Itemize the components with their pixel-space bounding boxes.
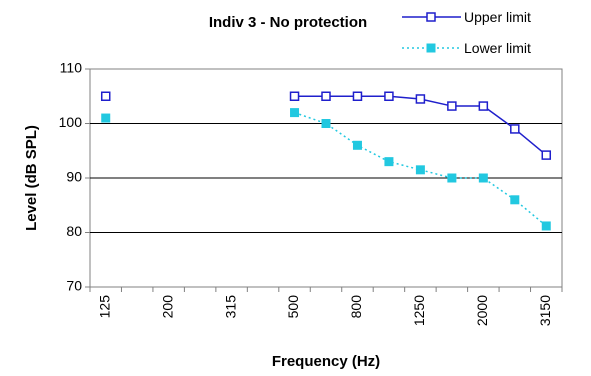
data-point [352,91,363,101]
y-axis-title: Level (dB SPL) [23,125,40,231]
y-tick-label: 100 [59,114,83,130]
data-point [321,119,331,128]
legend-marker-upper [426,12,436,22]
data-point [101,113,111,123]
y-tick-label: 70 [66,278,82,294]
chart-title: Indiv 3 - No protection [209,14,367,31]
x-tick-label: 2000 [474,295,490,326]
data-point [289,91,300,101]
x-tick-label: 800 [348,295,364,319]
data-point [541,221,551,231]
legend-item-lower: Lower limit [402,40,531,56]
x-tick-label: 500 [285,295,301,319]
data-point [415,165,425,175]
series-line [294,111,547,227]
data-point [478,101,489,111]
data-point [415,94,426,104]
data-point [384,91,394,101]
x-tick-label: 200 [159,295,175,319]
data-point [447,173,457,183]
data-point [510,124,520,134]
data-point [478,173,488,183]
legend-marker-lower [426,43,436,53]
series-lower-limit [101,108,551,231]
series-layer [100,91,552,231]
x-tick-label: 1250 [411,295,427,326]
x-tick-label: 315 [222,295,238,319]
data-point [510,195,520,205]
y-tick-label: 110 [60,60,83,76]
y-tick-label: 80 [66,223,82,239]
legend-label-lower: Lower limit [464,40,531,56]
data-point [447,101,457,111]
y-tick-label: 90 [66,169,82,185]
x-axis: 125 200 315 500 800 1250 2000 3150 [89,287,563,326]
x-axis-title: Frequency (Hz) [272,353,380,370]
legend: Upper limit Lower limit [402,9,531,56]
legend-label-upper: Upper limit [464,9,531,25]
series-upper-limit [100,91,552,160]
data-point [541,150,552,160]
data-point [321,91,331,101]
data-point [100,91,111,101]
data-point [290,108,300,118]
data-point [384,157,394,167]
data-point [352,140,362,150]
x-tick-label: 3150 [537,295,553,326]
x-tick-label: 125 [96,295,112,319]
legend-item-upper: Upper limit [402,9,531,25]
y-axis: 70 80 90 100 110 [59,60,90,294]
